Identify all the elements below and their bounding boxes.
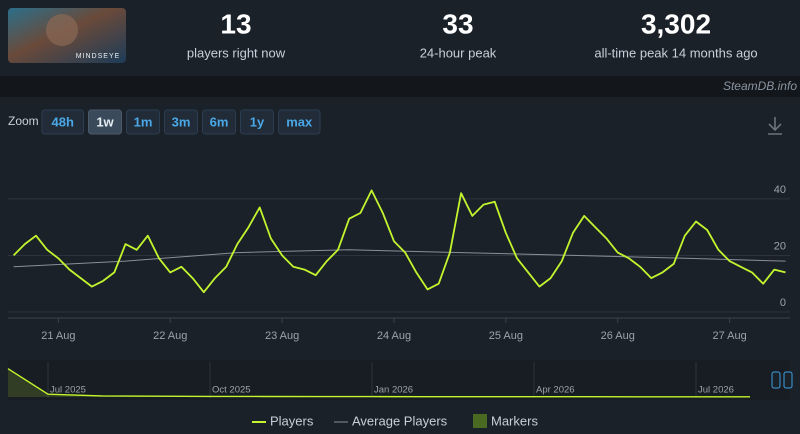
navigator-line [7, 368, 750, 398]
stat-value: 3,302 [641, 8, 711, 39]
stat-label: players right now [187, 45, 286, 60]
zoom-button-label[interactable]: max [286, 114, 313, 129]
zoom-button-bg[interactable] [278, 109, 321, 135]
zoom-button-bg[interactable] [164, 109, 198, 135]
players-line [12, 189, 786, 294]
zoom-label: Zoom [8, 114, 39, 128]
zoom-button-bg[interactable] [202, 109, 236, 135]
header-bg [0, 0, 800, 76]
zoom-button[interactable]: 1w [88, 109, 122, 135]
x-tick-label: 25 Aug [489, 330, 523, 342]
navigator-handles[interactable] [771, 371, 793, 389]
zoom-button[interactable]: 6m [202, 109, 236, 135]
zoom-button-label[interactable]: 1m [134, 114, 153, 129]
navigator-handle[interactable] [771, 371, 781, 389]
legend-label: Markers [491, 413, 538, 428]
x-tick-label: 26 Aug [601, 330, 635, 342]
zoom-button-bg[interactable] [88, 109, 122, 135]
zoom-button-label[interactable]: 1y [250, 114, 265, 129]
average-line [13, 249, 786, 268]
navigator: Jul 2025 Oct 2025 Jan 2026 Apr 2026 Jul 2026 [7, 362, 750, 398]
zoom-button-bg[interactable] [240, 109, 274, 135]
x-tick-label: 22 Aug [153, 330, 187, 342]
main-chart: 0 20 40 21 Aug 22 Aug 23 Aug 24 Aug 25 Aug 26 Au… [8, 184, 790, 342]
stat-value: 13 [220, 8, 251, 39]
navigator-handle[interactable] [783, 371, 793, 389]
legend-label: Players [270, 413, 314, 428]
y-tick-label: 0 [780, 297, 786, 309]
stat-label: 24-hour peak [420, 45, 497, 60]
zoom-buttons: 48h 1w 1m 3m 6m 1y max [41, 109, 321, 135]
y-tick-label: 40 [774, 184, 786, 196]
stats: 13 players right now 33 24-hour peak 3,302 al… [187, 8, 758, 60]
watermark-strip [0, 76, 800, 97]
zoom-button-label[interactable]: 6m [210, 114, 229, 129]
x-tick-label: 21 Aug [41, 330, 75, 342]
zoom-button-label[interactable]: 3m [172, 114, 191, 129]
zoom-button-bg[interactable] [41, 109, 84, 135]
zoom-button[interactable]: 1y [240, 109, 274, 135]
stat-label: all-time peak 14 months ago [594, 45, 757, 60]
download-icon[interactable] [768, 117, 782, 135]
x-tick-label: 24 Aug [377, 330, 411, 342]
thumbnail-face [46, 14, 78, 46]
watermark: SteamDB.info [723, 79, 797, 93]
navigator-tick-label: Jul 2025 [50, 385, 86, 396]
legend: Players Average Players Markers [252, 413, 538, 428]
zoom-button-bg[interactable] [126, 109, 160, 135]
x-tick-label: 27 Aug [712, 330, 746, 342]
stat-value: 33 [442, 8, 473, 39]
navigator-tick-label: Jul 2026 [698, 385, 734, 396]
download-button[interactable] [768, 117, 782, 135]
zoom-button-label[interactable]: 48h [52, 114, 74, 129]
zoom-button[interactable]: 1m [126, 109, 160, 135]
zoom-button[interactable]: 3m [164, 109, 198, 135]
legend-label: Average Players [352, 413, 448, 428]
navigator-tick-label: Jan 2026 [374, 385, 413, 396]
x-tick-label: 23 Aug [265, 330, 299, 342]
zoom-button[interactable]: max [278, 109, 321, 135]
navigator-tick-label: Oct 2025 [212, 385, 251, 396]
zoom-button[interactable]: 48h [41, 109, 84, 135]
zoom-button-label[interactable]: 1w [96, 114, 114, 129]
game-logo-text: MINDSEYE [76, 53, 121, 60]
navigator-tick-label: Apr 2026 [536, 385, 575, 396]
y-tick-label: 20 [774, 240, 786, 252]
navigator-bg [8, 360, 790, 400]
legend-swatch [473, 414, 487, 428]
